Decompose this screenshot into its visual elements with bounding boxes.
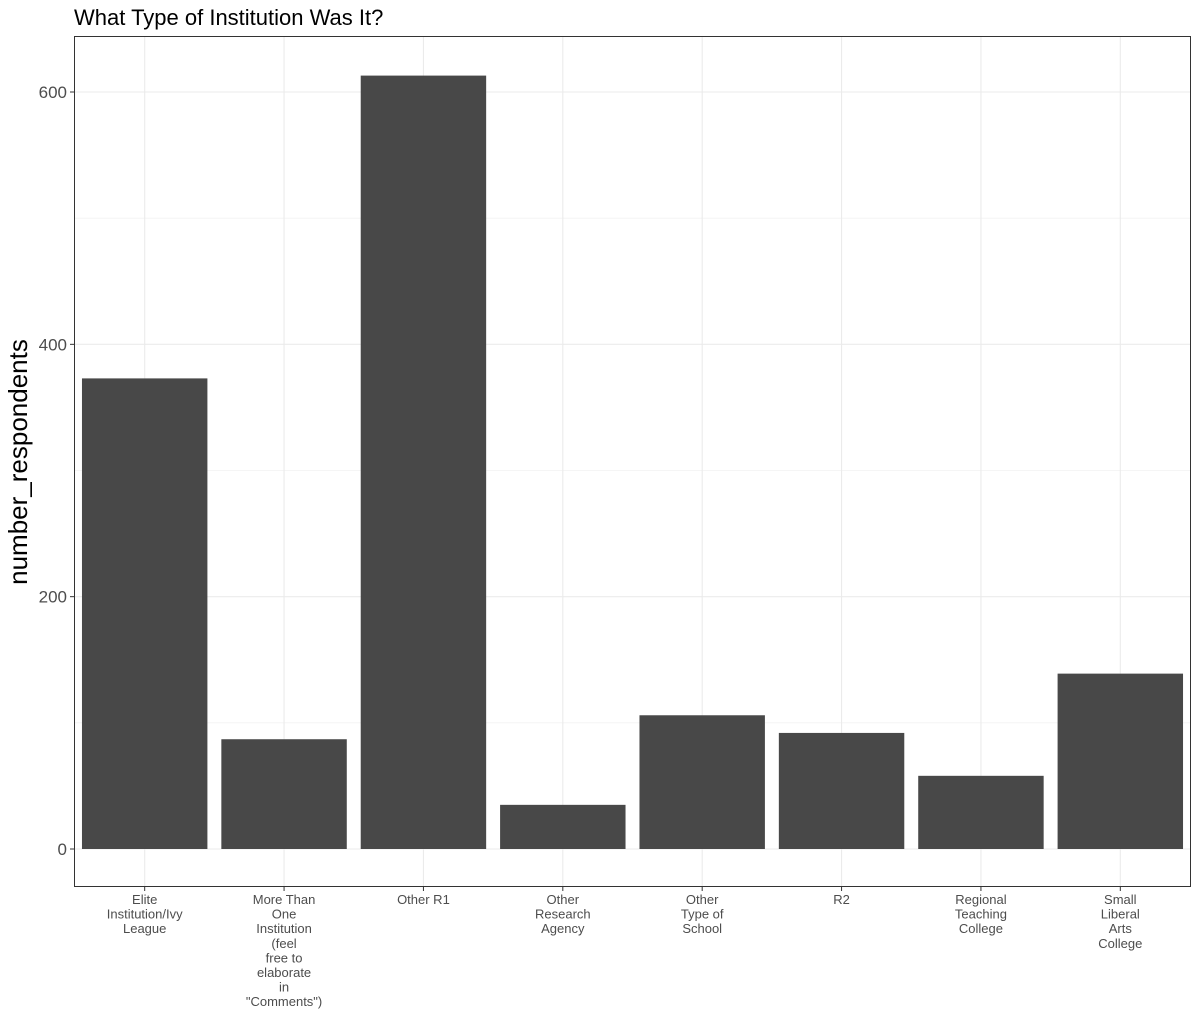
x-tick-label-line: R2 — [833, 892, 850, 907]
x-tick-label-line: Other — [547, 892, 580, 907]
y-tick-label: 0 — [58, 840, 67, 859]
x-tick-label: Small Liberal Arts College — [1098, 892, 1142, 951]
y-tick-label: 200 — [39, 588, 67, 607]
x-tick-label-line: College — [959, 921, 1003, 936]
x-tick-label: More Than One Institution (feel free to elabo… — [246, 892, 322, 1009]
bar-3 — [360, 75, 487, 850]
x-tick-label-line: Institution — [256, 921, 312, 936]
x-tick-label-line: Regional — [955, 892, 1006, 907]
x-tick-label-line: Teaching — [955, 907, 1007, 922]
x-tick-label-line: College — [1098, 936, 1142, 951]
x-tick-label: Other Research Agency — [535, 892, 591, 936]
bar-7 — [918, 775, 1044, 849]
y-tick-label: 400 — [39, 335, 67, 354]
x-tick-label-line: League — [123, 921, 166, 936]
bar-4 — [500, 804, 626, 849]
y-axis-title: number_respondents — [3, 339, 33, 585]
x-tick-label: Regional Teaching College — [955, 892, 1007, 936]
x-tick-label-line: More Than — [253, 892, 316, 907]
bar-6 — [778, 732, 905, 849]
y-axis: 0 200 400 600 — [39, 83, 75, 859]
x-tick-label: Other R1 — [397, 892, 450, 907]
x-tick-label: Other Type of School — [681, 892, 724, 936]
x-tick-label: Elite Institution/Ivy League — [107, 892, 183, 936]
x-tick-label-line: Other R1 — [397, 892, 450, 907]
y-tick-label: 600 — [39, 83, 67, 102]
x-tick-label-line: (feel — [271, 936, 296, 951]
x-tick-label-line: Agency — [541, 921, 585, 936]
x-tick-label-line: Arts — [1109, 921, 1133, 936]
x-tick-label-line: Elite — [132, 892, 157, 907]
x-tick-label-line: elaborate — [257, 965, 311, 980]
x-tick-label-line: Institution/Ivy — [107, 907, 183, 922]
x-tick-label-line: Liberal — [1101, 907, 1140, 922]
bar-8 — [1057, 673, 1184, 849]
bar-5 — [639, 715, 765, 849]
x-tick-label-line: "Comments") — [246, 994, 322, 1009]
x-tick-label: R2 — [833, 892, 850, 907]
x-tick-label-line: in — [279, 980, 289, 995]
panel-border — [74, 36, 1191, 887]
chart-title: What Type of Institution Was It? — [74, 5, 383, 30]
bars — [81, 75, 1184, 850]
x-tick-label-line: Small — [1104, 892, 1137, 907]
x-tick-label-line: One — [272, 907, 297, 922]
x-tick-label-line: School — [682, 921, 722, 936]
x-tick-label-line: free to — [266, 950, 303, 965]
x-tick-label-line: Research — [535, 907, 591, 922]
x-tick-label-line: Type of — [681, 907, 724, 922]
x-tick-label-line: Other — [686, 892, 719, 907]
bar-1 — [81, 378, 208, 849]
bar-2 — [221, 739, 347, 849]
